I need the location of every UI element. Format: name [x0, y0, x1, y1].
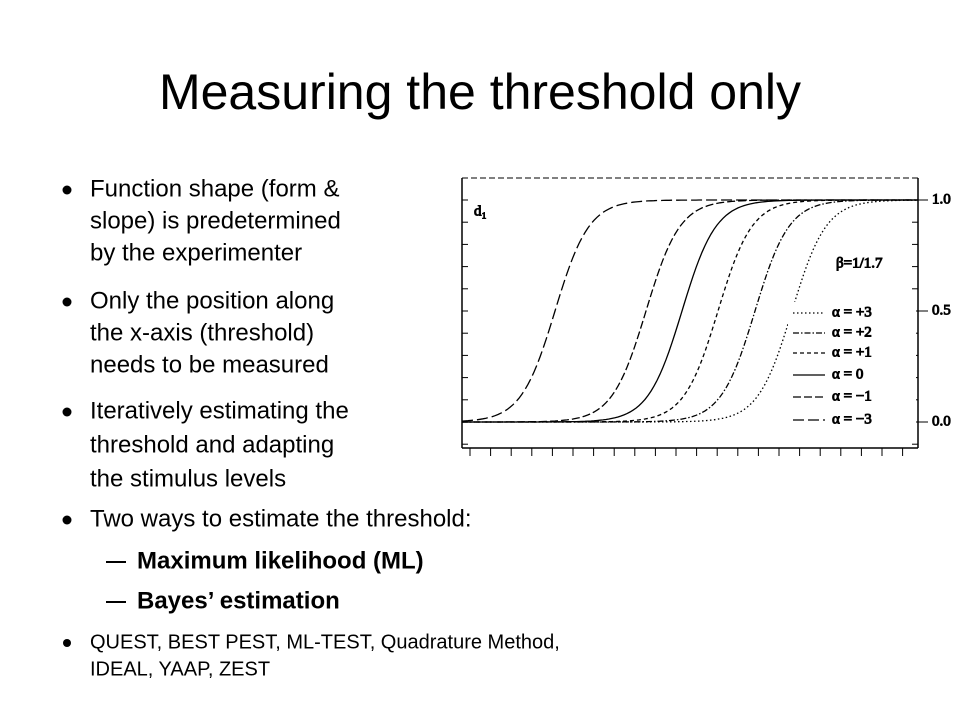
slide-title: Measuring the threshold only — [159, 64, 801, 120]
legend-text: α = +2 — [832, 324, 872, 340]
legend-text: α = 0 — [832, 366, 863, 382]
sub-bullet-text: Bayes’ estimation — [137, 587, 340, 614]
curve — [462, 199, 918, 423]
axis-label: 0.0 — [932, 413, 951, 429]
curve — [462, 199, 918, 423]
bullet-dot — [62, 185, 72, 195]
legend-text: α = −1 — [832, 388, 872, 404]
bullet-dot — [62, 407, 72, 417]
sub-bullet-text: Maximum likelihood (ML) — [137, 547, 424, 574]
figure: 1.0 0.5 0.0 d₁ β=1/1.7 α = +3 α = +2 α = +1 α = … — [461, 177, 951, 456]
legend-text: α = −3 — [832, 411, 872, 427]
legend-bg — [788, 302, 916, 432]
bullet-text: Iteratively estimating the — [90, 397, 349, 424]
bullet-dot — [62, 297, 72, 307]
bullet-text: the stimulus levels — [90, 465, 286, 492]
bullet-text: IDEAL, YAAP, ZEST — [90, 658, 270, 680]
bullet-text: the x-axis (threshold) — [90, 319, 314, 346]
bullet-text: threshold and adapting — [90, 431, 334, 458]
parameter-label: β=1/1.7 — [836, 255, 883, 271]
bullet-dot — [62, 515, 72, 525]
bullet-text: Function shape (form & — [90, 175, 339, 202]
legend-text: α = +1 — [832, 344, 872, 360]
bullet-text: Only the position along — [90, 287, 334, 314]
panel-label: d₁ — [474, 203, 487, 219]
bullet-dot — [63, 639, 71, 647]
bullet-text: Two ways to estimate the threshold: — [90, 505, 472, 532]
bullet-text: QUEST, BEST PEST, ML-TEST, Quadrature Me… — [90, 631, 560, 653]
axis-label: 1.0 — [932, 191, 951, 207]
bullet-text: by the experimenter — [90, 239, 302, 266]
bullet-text: needs to be measured — [90, 351, 329, 378]
legend-text: α = +3 — [832, 304, 872, 320]
axis-label: 0.5 — [932, 302, 951, 318]
bullet-text: slope) is predetermined — [90, 207, 341, 234]
curve — [461, 199, 918, 422]
